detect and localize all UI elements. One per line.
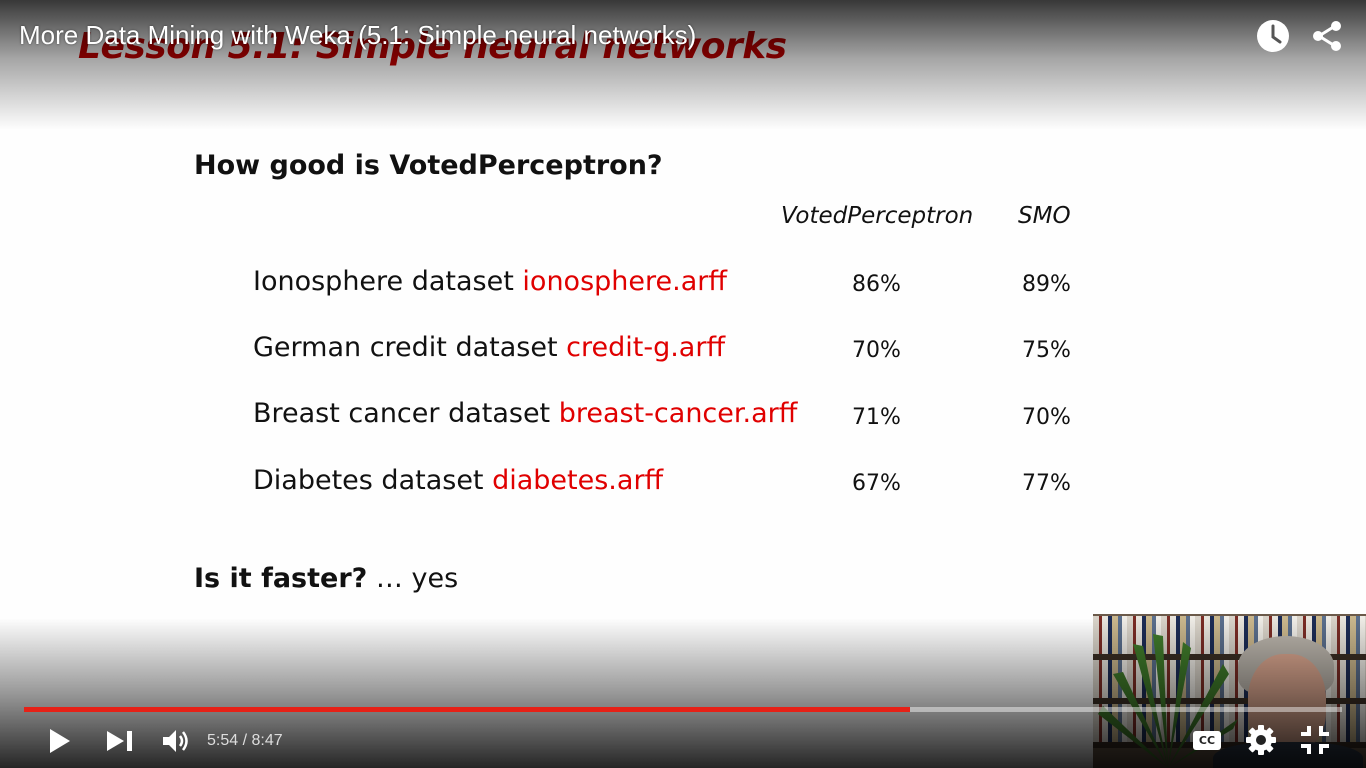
- video-title[interactable]: More Data Mining with Weka (5.1: Simple …: [19, 20, 697, 50]
- slide-question-quality: How good is VotedPerceptron?: [194, 150, 663, 181]
- dataset-row-label: Ionosphere dataset ionosphere.arff: [253, 266, 727, 297]
- next-button[interactable]: [104, 728, 136, 754]
- dataset-name: German credit dataset: [253, 332, 567, 363]
- dataset-row-label: Diabetes dataset diabetes.arff: [253, 465, 663, 496]
- dataset-row-label: Breast cancer dataset breast-cancer.arff: [253, 398, 797, 429]
- dataset-file: ionosphere.arff: [522, 266, 727, 297]
- play-button[interactable]: [44, 726, 74, 756]
- dataset-file: breast-cancer.arff: [558, 398, 798, 429]
- smo-value: 70%: [1022, 405, 1071, 430]
- smo-value: 75%: [1022, 338, 1071, 363]
- votedperceptron-value: 70%: [852, 338, 901, 363]
- volume-button[interactable]: [160, 726, 190, 756]
- dataset-file: diabetes.arff: [492, 465, 664, 496]
- votedperceptron-value: 71%: [852, 405, 901, 430]
- column-header-smo: SMO: [1018, 203, 1071, 229]
- slide-question-speed: Is it faster? … yes: [194, 563, 458, 594]
- dataset-name: Ionosphere dataset: [253, 266, 523, 297]
- dataset-row-label: German credit dataset credit-g.arff: [253, 332, 725, 363]
- speed-answer: … yes: [367, 563, 459, 594]
- column-header-votedperceptron: VotedPerceptron: [781, 203, 974, 229]
- time-display: 5:54 / 8:47: [207, 732, 283, 749]
- speed-question: Is it faster?: [194, 563, 368, 594]
- captions-button[interactable]: CC: [1193, 731, 1221, 750]
- gear-icon[interactable]: [1245, 724, 1277, 756]
- smo-value: 77%: [1022, 471, 1071, 496]
- votedperceptron-value: 67%: [852, 471, 901, 496]
- presenter-shirt: [1213, 742, 1363, 768]
- dataset-name: Breast cancer dataset: [253, 398, 559, 429]
- smo-value: 89%: [1022, 272, 1071, 297]
- progress-bar[interactable]: [24, 707, 1342, 712]
- clock-icon[interactable]: [1255, 18, 1291, 54]
- progress-played: [24, 707, 910, 712]
- votedperceptron-value: 86%: [852, 272, 901, 297]
- dataset-name: Diabetes dataset: [253, 465, 493, 496]
- share-icon[interactable]: [1309, 18, 1345, 54]
- exit-fullscreen-icon[interactable]: [1297, 724, 1333, 756]
- dataset-file: credit-g.arff: [566, 332, 726, 363]
